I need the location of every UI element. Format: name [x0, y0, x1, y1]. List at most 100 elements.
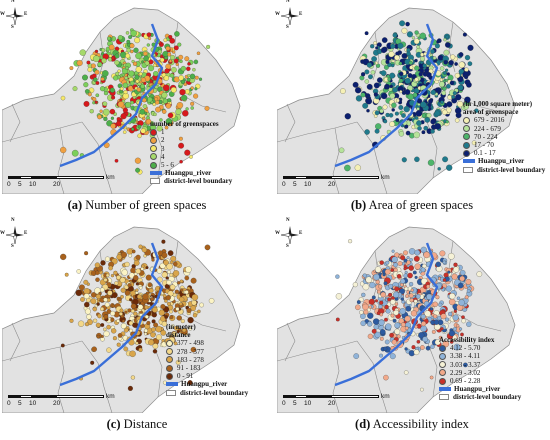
legend-class-item: 183 - 278 — [166, 356, 248, 364]
green-space-point — [448, 311, 453, 317]
green-space-point — [405, 294, 410, 299]
green-space-point — [383, 119, 388, 124]
green-space-point — [107, 36, 111, 41]
green-space-point — [370, 44, 375, 49]
green-space-point — [407, 272, 413, 279]
green-space-point — [133, 47, 139, 53]
green-space-point — [111, 56, 115, 61]
green-space-point — [93, 77, 98, 82]
green-space-point — [95, 93, 100, 98]
green-space-point — [159, 118, 163, 122]
green-space-point — [143, 51, 148, 56]
green-space-point — [459, 327, 463, 331]
green-space-point — [399, 90, 403, 94]
green-space-point — [124, 261, 130, 267]
green-space-point — [177, 42, 182, 47]
green-space-point — [340, 88, 346, 94]
green-space-point — [144, 305, 149, 310]
green-space-point — [432, 56, 437, 60]
green-space-point — [467, 44, 474, 51]
scale-label: 10 — [29, 181, 37, 188]
green-space-point — [416, 45, 420, 49]
green-space-point — [161, 239, 166, 244]
legend-river-label: Huangpu_river — [165, 169, 212, 178]
green-space-point — [110, 123, 116, 129]
green-space-point — [144, 60, 150, 66]
green-space-point — [431, 329, 436, 334]
green-space-point — [100, 260, 106, 266]
boundary-swatch-icon — [463, 166, 473, 173]
green-space-point — [364, 129, 370, 135]
green-space-point — [388, 292, 393, 297]
green-space-point — [117, 101, 125, 108]
green-space-point — [165, 118, 173, 125]
green-space-point — [121, 319, 126, 323]
green-space-point — [146, 320, 151, 326]
green-space-point — [163, 38, 168, 42]
panel-caption-letter: (d) — [355, 417, 371, 431]
legend-dot-icon — [166, 348, 173, 356]
green-space-point — [146, 112, 151, 117]
green-space-point — [167, 112, 174, 119]
green-space-point — [387, 297, 392, 302]
green-space-point — [170, 86, 177, 93]
green-space-point — [179, 279, 184, 284]
green-space-point — [75, 289, 83, 297]
green-space-point — [69, 66, 74, 71]
green-space-point — [80, 297, 85, 302]
green-space-point — [447, 270, 451, 274]
green-space-point — [135, 282, 140, 286]
green-space-point — [344, 113, 351, 120]
green-space-point — [173, 341, 178, 346]
green-space-point — [449, 340, 454, 344]
green-space-point — [204, 105, 210, 111]
green-space-point — [83, 82, 89, 88]
green-space-point — [155, 325, 162, 333]
green-space-point — [338, 147, 345, 154]
green-space-point — [455, 94, 462, 101]
green-space-point — [393, 262, 398, 268]
green-space-point — [103, 314, 109, 320]
scale-bar: 0 5 10 20 km — [7, 174, 118, 192]
green-space-point — [392, 291, 400, 298]
green-space-point — [113, 270, 118, 276]
green-space-point — [123, 327, 129, 333]
green-space-point — [123, 346, 129, 352]
green-space-point — [91, 346, 97, 352]
green-space-point — [429, 307, 434, 311]
green-space-point — [134, 74, 140, 80]
district-boundary — [179, 93, 227, 113]
green-space-point — [411, 345, 416, 350]
green-space-point — [146, 32, 152, 38]
green-space-point — [129, 298, 133, 302]
green-space-point — [121, 269, 128, 276]
green-space-point — [456, 100, 464, 108]
boundary-swatch-icon — [150, 178, 160, 185]
green-space-points — [60, 239, 215, 391]
green-space-point — [92, 97, 97, 102]
compass-north-label: N — [11, 218, 15, 223]
legend-class-item: 4 — [150, 153, 232, 161]
map-area — [2, 221, 272, 413]
green-space-point — [197, 309, 201, 314]
district-boundary — [332, 127, 340, 194]
green-space-point — [179, 159, 183, 164]
green-space-point — [434, 87, 440, 93]
green-space-point — [460, 332, 464, 337]
green-space-point — [365, 276, 373, 284]
green-space-point — [425, 345, 431, 351]
green-space-point — [458, 299, 465, 306]
green-space-point — [164, 125, 169, 130]
green-space-point — [420, 61, 424, 65]
legend-boundary-item: district-level boundary — [166, 389, 248, 397]
green-space-point — [176, 315, 182, 321]
green-space-point — [170, 324, 175, 328]
legend-boundary-item: district-level boundary — [150, 177, 232, 185]
green-space-point — [103, 297, 108, 303]
scale-label: 10 — [304, 181, 312, 188]
green-space-point — [390, 268, 395, 272]
green-space-point — [111, 292, 118, 299]
green-space-point — [152, 102, 156, 107]
huangpu-river — [59, 23, 164, 168]
green-space-point — [362, 102, 369, 109]
